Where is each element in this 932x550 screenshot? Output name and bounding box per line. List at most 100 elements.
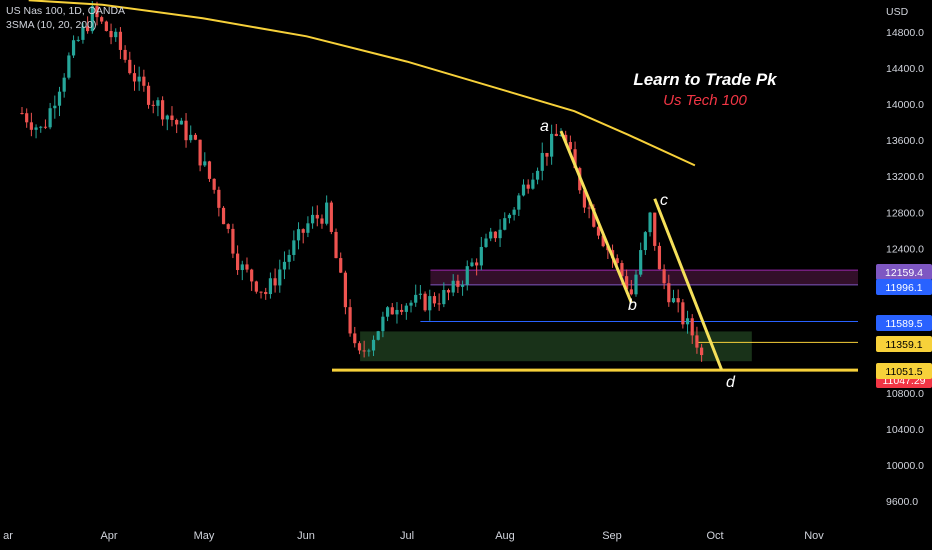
pattern-leg-cd	[653, 198, 724, 371]
indicator-label[interactable]: 3SMA (10, 20, 200)	[6, 19, 97, 31]
candle-body	[315, 214, 319, 219]
y-tick-label: 14800.0	[886, 27, 924, 39]
candle-body	[29, 122, 33, 130]
candle-body	[667, 283, 671, 303]
candle-body	[353, 333, 357, 344]
y-tick-label: 12800.0	[886, 207, 924, 219]
symbol-label[interactable]: US Nas 100, 1D, OANDA	[6, 5, 126, 17]
pattern-label-d: d	[726, 374, 735, 391]
y-tick-label: 14000.0	[886, 99, 924, 111]
candle-body	[128, 59, 132, 74]
candle-body	[587, 207, 591, 209]
price-label-text: 11589.5	[885, 318, 922, 330]
candle-body	[559, 134, 563, 137]
candle-body	[446, 290, 451, 293]
y-tick-label: 9600.0	[886, 496, 918, 508]
candle-body	[475, 262, 479, 266]
y-tick-label: 10000.0	[886, 460, 924, 472]
candle-body	[442, 290, 446, 305]
candle-body	[296, 229, 301, 241]
chart-legend: US Nas 100, 1D, OANDA 3SMA (10, 20, 200)	[6, 4, 125, 32]
candle-body	[385, 307, 390, 317]
x-tick-label: Jul	[400, 530, 414, 542]
candle-body	[86, 26, 90, 32]
candle-body	[114, 31, 118, 38]
x-tick-label: Aug	[495, 530, 515, 542]
candle-body	[236, 253, 240, 271]
candle-body	[53, 105, 57, 109]
resistance-zone	[430, 270, 858, 285]
candle-body	[287, 254, 291, 262]
candle-body	[76, 39, 80, 41]
candle-body	[81, 26, 85, 40]
candle-body	[100, 17, 104, 22]
candle-body	[639, 250, 643, 275]
candle-body	[221, 207, 226, 225]
candle-body	[507, 214, 512, 219]
x-tick-label: Apr	[100, 530, 117, 542]
candle-body	[653, 212, 657, 246]
y-tick-label: 13200.0	[886, 171, 924, 183]
candle-body	[320, 218, 324, 224]
candle-body	[657, 245, 662, 270]
pattern-leg-ab	[559, 130, 633, 304]
candle-body	[48, 108, 52, 128]
candle-body	[109, 30, 113, 38]
price-label-text: 12159.4	[885, 267, 923, 279]
brand-title: Learn to Trade Pk	[633, 70, 777, 89]
y-tick-label: 13600.0	[886, 135, 924, 147]
candle-body	[301, 229, 305, 233]
candle-body	[367, 350, 371, 352]
candle-body	[700, 347, 704, 356]
candle-body	[325, 202, 329, 224]
candle-body	[390, 307, 394, 315]
candle-body	[540, 152, 544, 171]
candle-body	[254, 281, 258, 292]
candle-body	[198, 139, 202, 166]
candle-body	[123, 49, 127, 60]
candle-body	[170, 115, 174, 120]
price-label-text: 11996.1	[885, 282, 922, 294]
candle-body	[357, 343, 362, 351]
candle-body	[189, 134, 193, 141]
candle-body	[671, 298, 676, 303]
candle-body	[535, 170, 540, 180]
candle-body	[259, 291, 263, 293]
candle-body	[104, 21, 108, 31]
candle-body	[268, 278, 273, 295]
candle-body	[554, 133, 558, 137]
currency-label: USD	[886, 6, 909, 18]
candle-body	[592, 208, 596, 227]
candle-body	[489, 231, 493, 239]
candle-body	[71, 40, 76, 56]
candle-body	[62, 77, 66, 92]
x-tick-label: ar	[3, 530, 13, 542]
x-tick-label: Jun	[297, 530, 315, 542]
candle-body	[118, 31, 123, 50]
x-tick-label: Oct	[706, 530, 723, 542]
sma200-line	[28, 0, 696, 167]
x-tick-label: May	[194, 530, 215, 542]
candle-body	[526, 184, 530, 189]
candle-body	[329, 202, 333, 232]
candle-body	[573, 149, 577, 169]
candle-body	[193, 134, 198, 140]
y-tick-label: 10400.0	[886, 424, 924, 436]
y-tick-label: 10800.0	[886, 388, 924, 400]
support-zone	[360, 331, 752, 362]
candle-body	[43, 126, 48, 128]
x-tick-label: Nov	[804, 530, 824, 542]
candle-body	[550, 133, 554, 157]
candle-body	[231, 228, 235, 254]
candle-body	[493, 231, 497, 239]
candle-body	[479, 246, 483, 266]
candle-body	[245, 264, 249, 270]
candle-body	[273, 278, 277, 286]
candle-body	[371, 339, 376, 351]
candle-body	[648, 212, 652, 233]
candle-body	[310, 214, 315, 224]
candle-body	[620, 263, 624, 277]
candle-body	[67, 55, 71, 78]
